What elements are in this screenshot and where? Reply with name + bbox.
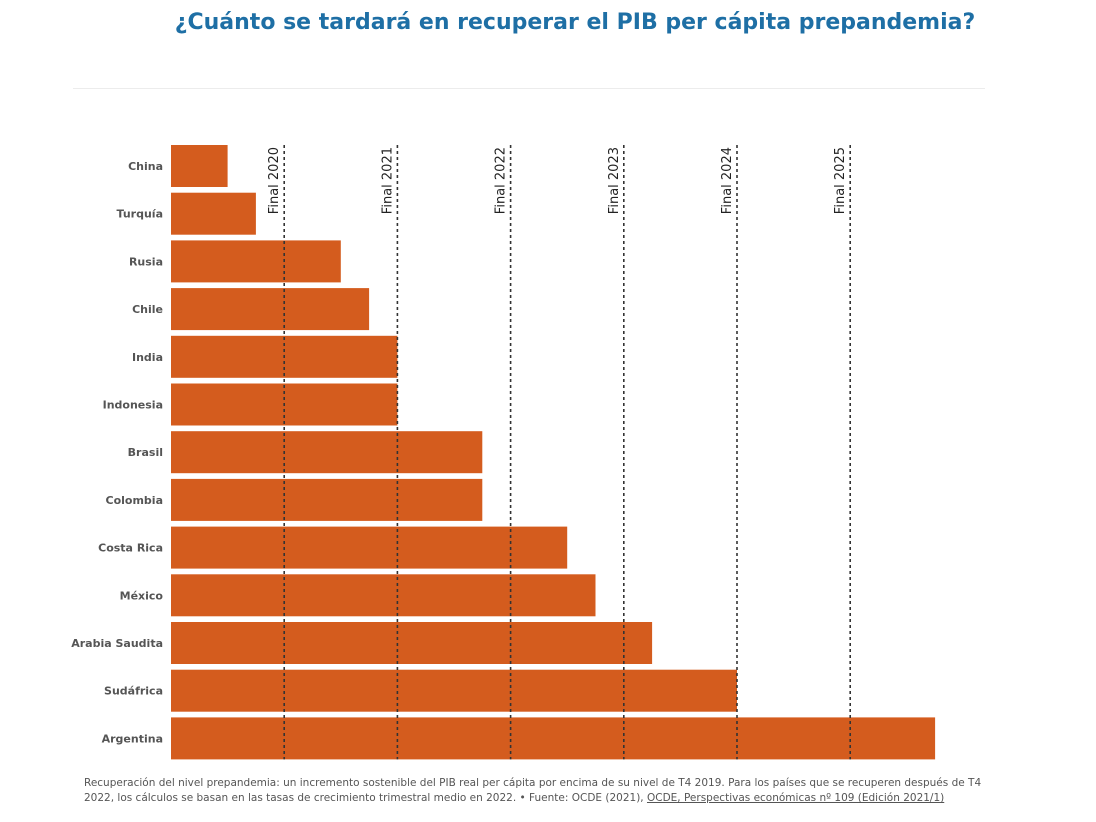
reference-label-0: Final 2020 — [267, 147, 282, 214]
reference-label-4: Final 2024 — [720, 147, 735, 214]
bar-7 — [171, 478, 483, 521]
chart-title: ¿Cuánto se tardará en recuperar el PIB p… — [174, 10, 976, 35]
category-label-1: Turquía — [117, 208, 163, 221]
bar-11 — [171, 669, 737, 712]
bar-10 — [171, 622, 653, 664]
source-link[interactable]: OCDE, Perspectivas económicas nº 109 (Ed… — [646, 792, 945, 804]
title-divider — [73, 88, 985, 89]
category-label-11: Sudáfrica — [104, 685, 163, 698]
category-label-7: Colombia — [106, 494, 164, 507]
category-label-10: Arabia Saudita — [71, 637, 163, 650]
reference-label-2: Final 2022 — [494, 147, 509, 214]
reference-label-3: Final 2023 — [607, 147, 622, 214]
bar-6 — [171, 431, 483, 474]
bar-1 — [171, 192, 256, 235]
category-label-0: China — [128, 160, 163, 173]
bar-2 — [171, 240, 341, 283]
footnote: Recuperación del nivel prepandemia: un i… — [84, 776, 984, 806]
footnote-text: Recuperación del nivel prepandemia: un i… — [84, 777, 982, 804]
bar-8 — [171, 526, 568, 569]
category-label-2: Rusia — [129, 255, 163, 268]
category-label-12: Argentina — [102, 732, 163, 745]
reference-label-5: Final 2025 — [833, 147, 848, 214]
bar-0 — [171, 145, 228, 187]
category-label-3: Chile — [132, 303, 163, 316]
bar-12 — [171, 717, 936, 760]
category-label-4: India — [132, 351, 163, 364]
reference-label-1: Final 2021 — [380, 147, 395, 214]
category-label-5: Indonesia — [103, 399, 163, 412]
category-label-6: Brasil — [128, 446, 163, 459]
bar-3 — [171, 288, 370, 331]
category-label-9: México — [120, 589, 164, 602]
bar-chart: China Turquía Rusia Chile India Indonesia Bras… — [71, 145, 936, 760]
category-label-8: Costa Rica — [98, 542, 163, 555]
bar-9 — [171, 574, 596, 617]
